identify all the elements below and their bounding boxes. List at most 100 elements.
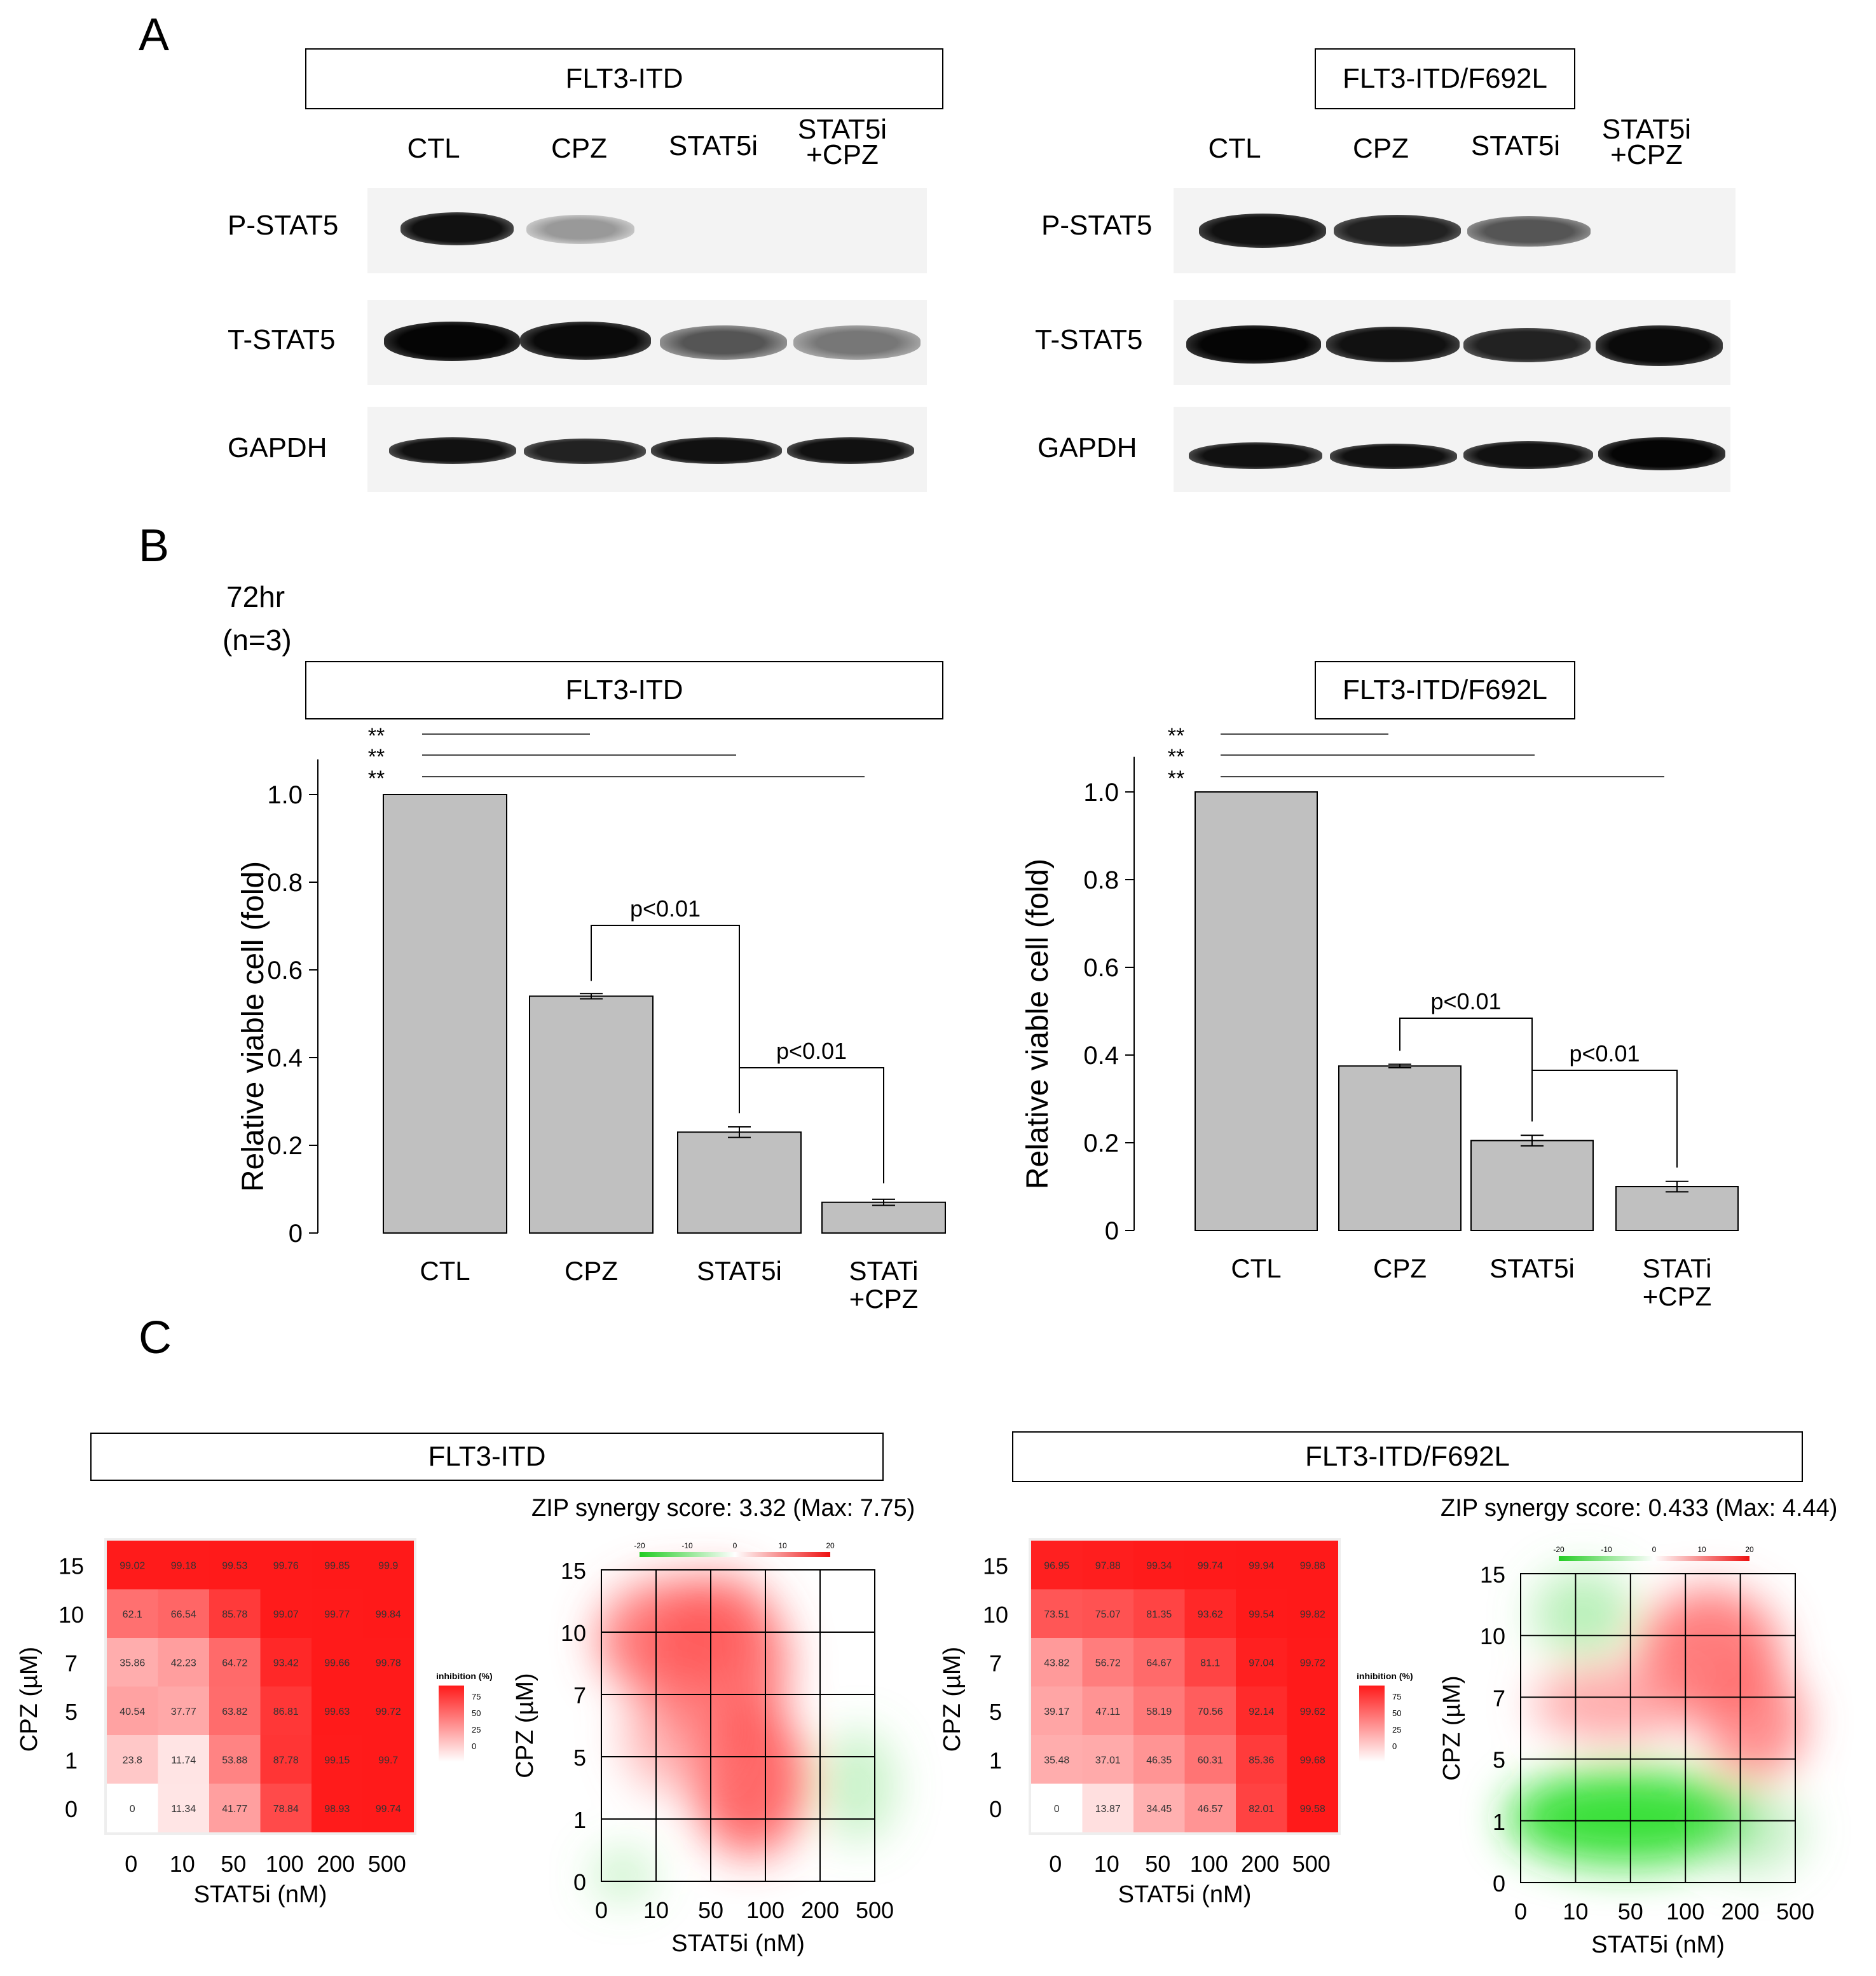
synergy-x-title: STAT5i (nM) <box>1591 1932 1725 1958</box>
synergy-legend-tick: 0 <box>1652 1545 1657 1554</box>
y-tick-label: 0.8 <box>1083 866 1119 894</box>
legend-tick: 50 <box>472 1708 481 1718</box>
blot-right-lane-stat5i: STAT5i <box>1470 130 1561 161</box>
heatmap-cell-value: 99.07 <box>273 1609 299 1620</box>
blot-right-tstat5-strip <box>1174 300 1730 385</box>
heatmap-cell <box>1031 1735 1083 1784</box>
synergy-blob <box>1532 1665 1697 1741</box>
bar-chart-0: 0 0.2 0.4 0.6 0.8 1.0 Relative viable cell (fo… <box>236 724 946 1314</box>
legend-tick: 0 <box>1392 1741 1397 1751</box>
heatmap-cell <box>158 1638 209 1687</box>
heatmap-cell-value: 34.45 <box>1146 1804 1172 1815</box>
synergy-blob <box>1704 1665 1805 1780</box>
blot-left-lane-stat5i: STAT5i <box>668 130 758 161</box>
heatmap-cell <box>1031 1541 1083 1590</box>
synergy-x-tick: 500 <box>1776 1898 1814 1925</box>
y-tick-label: 0.2 <box>267 1132 303 1160</box>
heatmap-cell-value: 73.51 <box>1044 1609 1069 1620</box>
synergy-legend-tick: 10 <box>778 1541 787 1550</box>
bracket-label: p<0.01 <box>776 1038 847 1064</box>
heatmap-y-tick: 7 <box>989 1650 1002 1676</box>
heatmap-cell-value: 97.88 <box>1095 1560 1121 1571</box>
synergy-right-score: ZIP synergy score: 0.433 (Max: 4.44) <box>1441 1495 1838 1522</box>
heatmap-cell-value: 66.54 <box>171 1609 196 1620</box>
synergy-left-score: ZIP synergy score: 3.32 (Max: 7.75) <box>531 1495 915 1522</box>
synergy-legend-tick: -20 <box>1553 1545 1564 1554</box>
heatmap-cell-value: 99.74 <box>1198 1560 1223 1571</box>
bar <box>529 995 654 1234</box>
heatmap-cell-value: 60.31 <box>1198 1755 1223 1766</box>
synergy-blob <box>1507 1770 1748 1865</box>
heatmap-cell <box>107 1638 158 1687</box>
heatmap-x-title: STAT5i (nM) <box>1118 1881 1252 1908</box>
heatmap-cell <box>260 1541 312 1590</box>
heatmap-cell-value: 99.02 <box>120 1560 145 1571</box>
x-category-label: CPZ <box>565 1256 618 1286</box>
heatmap-cell-value: 63.82 <box>222 1707 247 1717</box>
bar <box>677 1131 802 1234</box>
heatmap-cell <box>260 1735 312 1784</box>
synergy-x-tick: 500 <box>856 1897 894 1923</box>
heatmap-cell <box>1031 1638 1083 1687</box>
heatmap-cell <box>1287 1541 1338 1590</box>
synergy-surface <box>1507 1570 1805 1875</box>
heatmap-y-tick: 15 <box>58 1553 84 1579</box>
heatmap-cell <box>1031 1686 1083 1735</box>
heatmap-cell-value: 99.72 <box>1300 1658 1325 1668</box>
y-tick-label: 1.0 <box>1083 779 1119 807</box>
legend-gradient <box>1359 1686 1385 1762</box>
synergy-x-tick: 0 <box>595 1897 608 1923</box>
heatmap-cell-value: 99.74 <box>376 1804 401 1815</box>
bar <box>821 1201 946 1234</box>
synergy-blob <box>591 1850 655 1900</box>
heatmap-cell <box>1133 1541 1185 1590</box>
heatmap-cell <box>1236 1541 1287 1590</box>
heatmap-cell-value: 11.74 <box>171 1755 196 1766</box>
blot-left-row-gapdh: GAPDH <box>228 432 327 463</box>
heatmap-cell-value: 70.56 <box>1198 1707 1223 1717</box>
synergy-y-title: CPZ (µM) <box>512 1673 538 1778</box>
x-category-label: CTL <box>420 1256 470 1286</box>
synergy-x-tick: 0 <box>1514 1898 1527 1925</box>
legend-title: inhibition (%) <box>436 1671 493 1681</box>
heatmap-cell <box>1184 1735 1236 1784</box>
heatmap-cell-value: 99.15 <box>324 1755 350 1766</box>
bracket-label: p<0.01 <box>1569 1040 1640 1066</box>
blot-right-lane-combo: STAT5i +CPZ <box>1601 114 1692 170</box>
heatmap-cell-value: 81.35 <box>1146 1609 1172 1620</box>
synergy-x-tick: 10 <box>1563 1898 1588 1925</box>
heatmap-cell <box>1287 1686 1338 1735</box>
heatmap-cell <box>1133 1783 1185 1832</box>
heatmap-cell-value: 99.9 <box>378 1560 398 1571</box>
blot-right-row-gapdh: GAPDH <box>1037 432 1137 463</box>
synergy-y-tick: 5 <box>573 1745 586 1771</box>
x-category-label: STAT5i <box>1489 1253 1575 1283</box>
heatmap-cell-value: 85.78 <box>222 1609 247 1620</box>
significance-stars: ** <box>368 767 385 791</box>
heatmap-cell-value: 99.85 <box>324 1560 350 1571</box>
heatmap-cell-value: 40.54 <box>120 1707 145 1717</box>
synergy-x-tick: 200 <box>801 1897 839 1923</box>
inhibition-heatmap-1: 96.95 97.88 99.34 99.74 99.94 99.88 73.51 75.07… <box>939 1538 1413 1908</box>
synergy-legend-tick: 20 <box>1745 1545 1754 1554</box>
bar <box>1338 1065 1462 1231</box>
heatmap-cell-value: 96.95 <box>1044 1560 1069 1571</box>
synergy-legend-tick: 20 <box>826 1541 835 1550</box>
heatmap-x-tick: 200 <box>317 1851 355 1877</box>
blot-right-row-tstat5: T-STAT5 <box>1035 324 1143 355</box>
heatmap-x-tick: 200 <box>1241 1851 1279 1877</box>
blot-right-lane-cpz: CPZ <box>1353 133 1409 164</box>
heatmap-x-tick: 50 <box>221 1851 246 1877</box>
heatmap-cell-value: 98.93 <box>324 1804 350 1815</box>
synergy-x-tick: 10 <box>643 1897 669 1923</box>
significance-stars: ** <box>368 724 385 748</box>
heatmap-cell-value: 97.04 <box>1249 1658 1274 1668</box>
heatmap-cell-value: 47.11 <box>1095 1707 1120 1717</box>
heatmap-cell-value: 82.01 <box>1249 1804 1274 1815</box>
synergy-y-tick: 0 <box>573 1869 586 1895</box>
heatmap-cell-value: 58.19 <box>1146 1707 1172 1717</box>
heatmap-cell-value: 35.48 <box>1044 1755 1069 1766</box>
heatmap-cell <box>1236 1638 1287 1687</box>
x-category-label: STAT5i <box>697 1256 782 1286</box>
